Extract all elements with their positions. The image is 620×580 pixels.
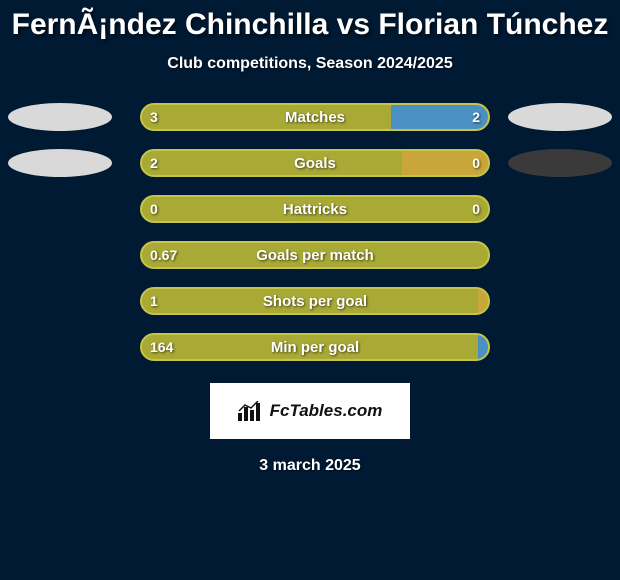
stat-value-left: 164 (150, 335, 173, 359)
stat-value-right: 2 (472, 105, 480, 129)
logo-text: FcTables.com (270, 401, 383, 421)
fctables-logo: FcTables.com (210, 383, 410, 439)
stat-row: 20Goals (0, 149, 620, 177)
player-right-marker (508, 103, 612, 131)
stat-row: 1Shots per goal (0, 287, 620, 315)
page-title: FernÃ¡ndez Chinchilla vs Florian Túnchez (0, 8, 620, 41)
stat-value-left: 0 (150, 197, 158, 221)
stat-bar: 0 0Hattricks (140, 195, 490, 223)
stat-row: 32Matches (0, 103, 620, 131)
stat-bar: 1Shots per goal (140, 287, 490, 315)
stat-label: Goals per match (142, 243, 488, 267)
stat-row: 164Min per goal (0, 333, 620, 361)
stat-bar-right-fill (478, 289, 488, 313)
date-label: 3 march 2025 (0, 457, 620, 475)
player-right-marker (508, 149, 612, 177)
stat-bar: 164Min per goal (140, 333, 490, 361)
stat-value-right: 0 (472, 197, 480, 221)
stat-value-left: 0.67 (150, 243, 177, 267)
stat-value-left: 1 (150, 289, 158, 313)
stat-value-right: 0 (472, 151, 480, 175)
comparison-infographic: FernÃ¡ndez Chinchilla vs Florian Túnchez… (0, 0, 620, 580)
stat-label: Hattricks (142, 197, 488, 221)
stat-rows: 32Matches20Goals00Hattricks0.67Goals per… (0, 103, 620, 361)
stat-row: 0 0Hattricks (0, 195, 620, 223)
stat-bar: 32Matches (140, 103, 490, 131)
subtitle: Club competitions, Season 2024/2025 (0, 55, 620, 73)
stat-bar: 0.67Goals per match (140, 241, 490, 269)
stat-label: Min per goal (142, 335, 488, 359)
stat-label: Shots per goal (142, 289, 488, 313)
player-left-marker (8, 103, 112, 131)
stat-value-left: 2 (150, 151, 158, 175)
stat-row: 0.67Goals per match (0, 241, 620, 269)
stat-value-left: 3 (150, 105, 158, 129)
stat-bar-right-fill (478, 335, 488, 359)
player-left-marker (8, 149, 112, 177)
stat-bar: 20Goals (140, 149, 490, 177)
chart-bars-icon (238, 401, 264, 421)
